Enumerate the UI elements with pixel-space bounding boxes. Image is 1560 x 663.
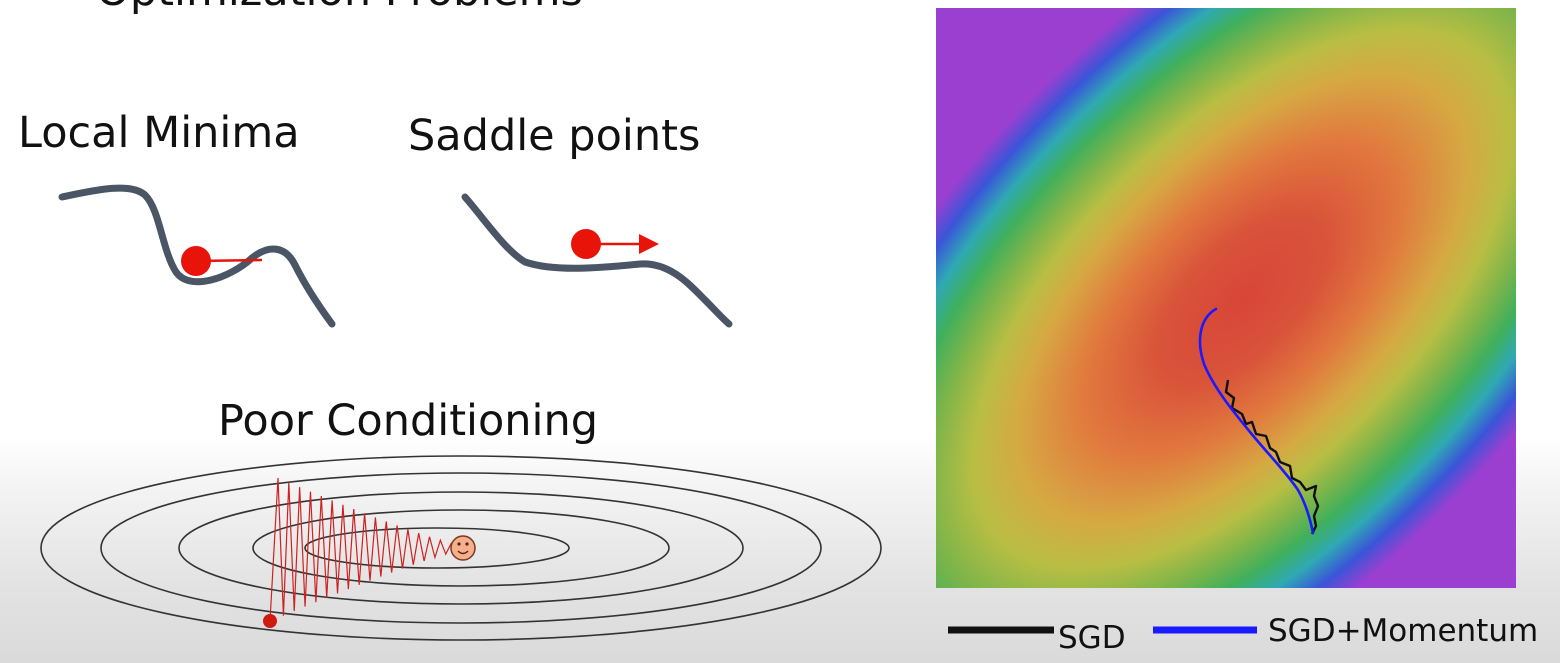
contour-ellipse — [252, 509, 670, 587]
local-minima-label: Local Minima — [18, 108, 300, 158]
contour-ellipse — [100, 472, 822, 624]
saddle-ball — [571, 229, 601, 259]
local-minima-illustration — [58, 184, 336, 328]
face-mouth — [457, 550, 469, 555]
loss-surface-heatmap — [936, 8, 1516, 588]
contour-ellipse — [178, 491, 744, 605]
minimum-face-icon — [450, 535, 476, 561]
start-point — [263, 614, 277, 628]
saddle-points-illustration — [461, 193, 733, 328]
local-minima-curve — [58, 184, 336, 328]
legend-sgd-label: SGD — [1058, 620, 1126, 656]
poor-conditioning-label: Poor Conditioning — [218, 396, 599, 446]
saddle-curve — [461, 193, 733, 328]
contour-ellipse — [40, 455, 882, 641]
face-eye — [465, 542, 469, 546]
slide-heading-fragment: Optimization Problems — [96, 0, 583, 16]
contour-ellipse — [304, 527, 570, 569]
legend-momentum-label: SGD+Momentum — [1268, 613, 1539, 649]
saddle-points-label: Saddle points — [408, 111, 701, 161]
poor-conditioning-illustration — [40, 455, 882, 641]
local-minima-ball — [181, 246, 211, 276]
face-eye — [457, 542, 461, 546]
sgd-momentum-path — [1198, 307, 1315, 535]
sgd-zigzag-path — [269, 477, 464, 622]
sgd-path — [1224, 379, 1320, 535]
